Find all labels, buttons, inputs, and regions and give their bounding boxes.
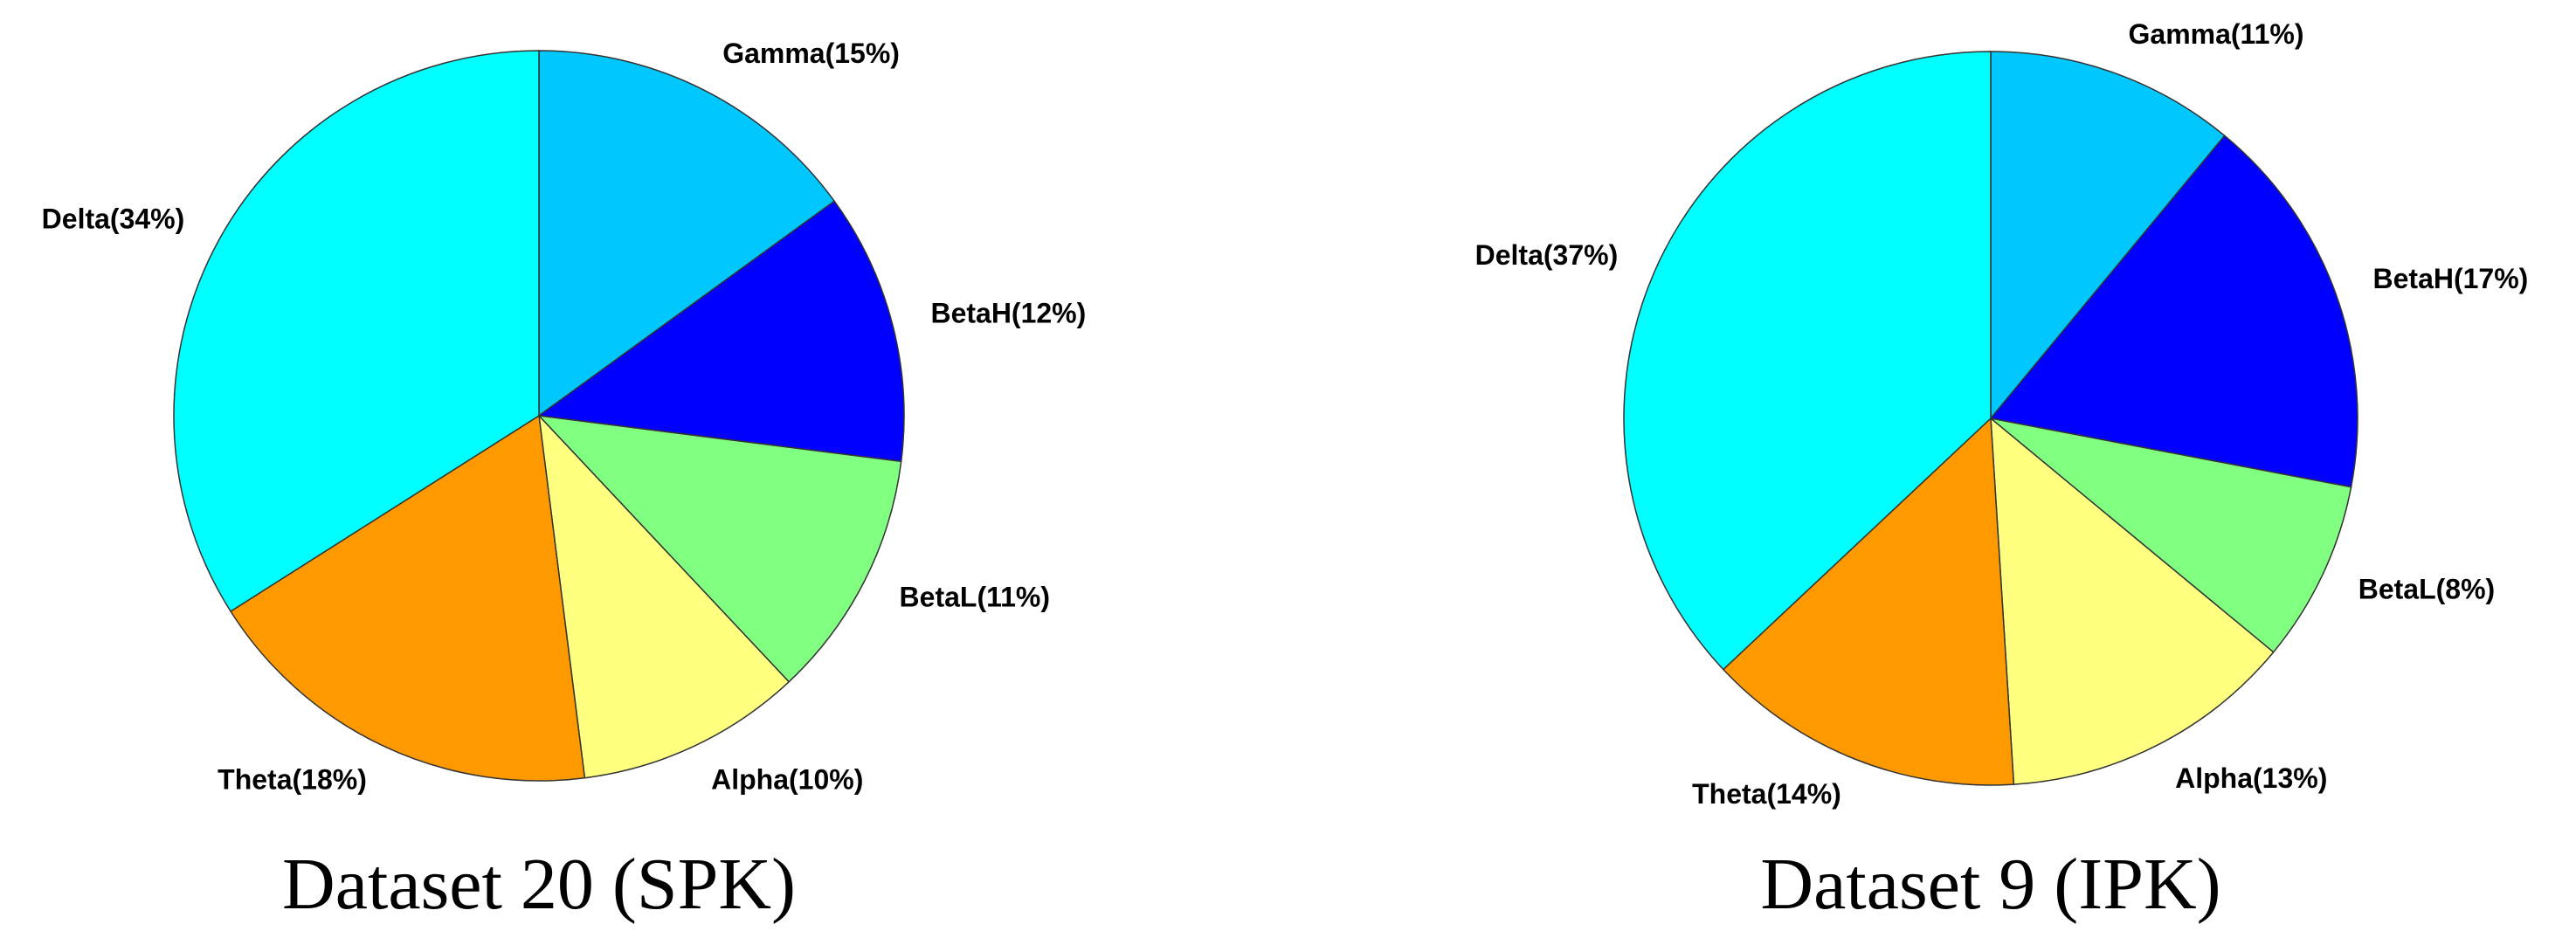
slice-label: Gamma(11%)	[2129, 18, 2304, 50]
slice-label: Delta(37%)	[1475, 239, 1619, 271]
slice-label: Theta(14%)	[1692, 778, 1841, 810]
pie-slice	[1990, 417, 2275, 785]
chart-title: Dataset 20 (SPK)	[282, 844, 796, 925]
pie-slice	[537, 414, 902, 683]
pie-slice	[538, 50, 836, 417]
slice-label: Delta(34%)	[42, 203, 185, 234]
pie-slice	[1990, 51, 2226, 421]
pie-slice	[1990, 417, 2352, 653]
slice-label: BetaH(12%)	[930, 297, 1086, 328]
pie-slice	[1989, 134, 2358, 488]
pie-slice	[537, 200, 905, 463]
slice-label: BetaH(17%)	[2373, 263, 2529, 294]
slice-label: Alpha(13%)	[2175, 762, 2327, 794]
chart-title: Dataset 9 (IPK)	[1760, 844, 2220, 925]
pie-slice	[173, 50, 540, 613]
slice-label: BetaL(11%)	[900, 582, 1051, 613]
pie-slice	[1623, 51, 1992, 671]
slice-label: Theta(18%)	[218, 763, 367, 795]
pie-slice	[1722, 417, 2015, 786]
slice-label: Gamma(15%)	[722, 38, 900, 69]
slice-label: Alpha(10%)	[711, 763, 863, 795]
pie-slice	[230, 414, 586, 782]
pie-slice	[537, 413, 791, 779]
slice-label: BetaL(8%)	[2358, 573, 2495, 604]
